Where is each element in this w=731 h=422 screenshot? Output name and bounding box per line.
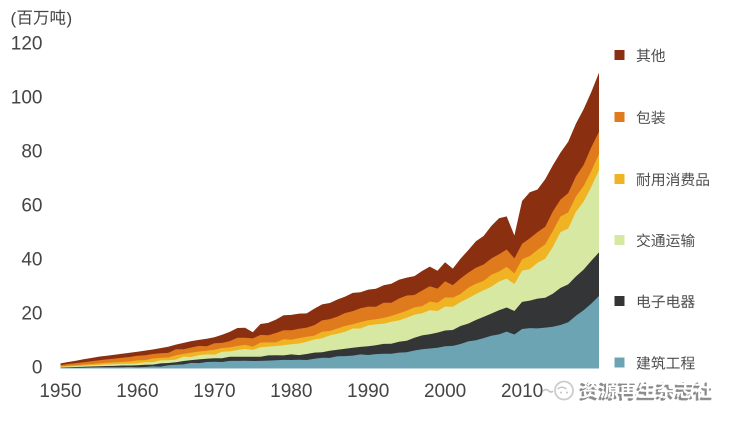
svg-text:40: 40 (21, 250, 42, 271)
svg-text:(: ( (11, 9, 17, 28)
svg-text:0: 0 (32, 358, 43, 379)
svg-text:1960: 1960 (116, 381, 158, 402)
svg-text:80: 80 (21, 142, 42, 163)
svg-text:120: 120 (11, 34, 43, 55)
svg-text:60: 60 (21, 196, 42, 217)
svg-text:100: 100 (11, 88, 43, 109)
svg-text:1950: 1950 (39, 381, 81, 402)
svg-text:1970: 1970 (193, 381, 235, 402)
svg-text:1990: 1990 (347, 381, 389, 402)
svg-text:2010: 2010 (501, 381, 543, 402)
svg-text:20: 20 (21, 304, 42, 325)
svg-text:2000: 2000 (424, 381, 466, 402)
svg-text:1980: 1980 (270, 381, 312, 402)
svg-text:): ) (67, 9, 73, 28)
